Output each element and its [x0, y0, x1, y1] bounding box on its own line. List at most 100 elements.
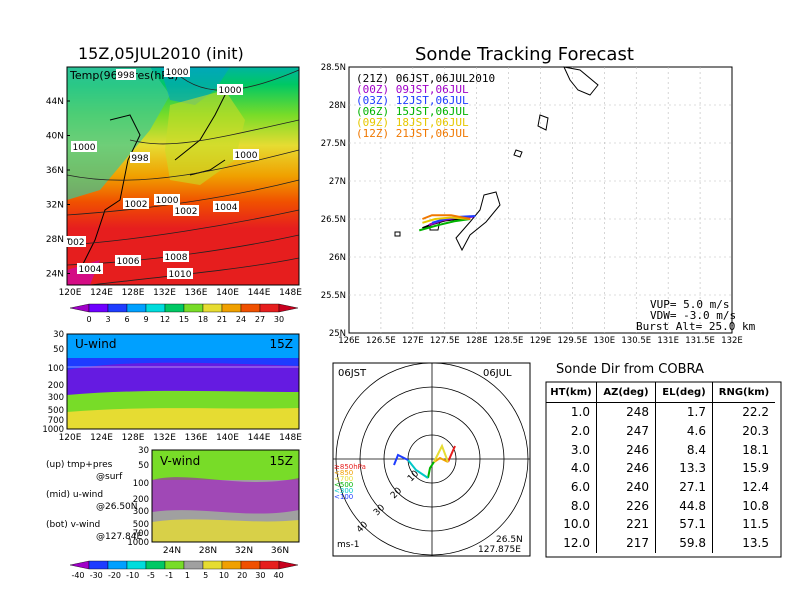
u-wind-pressure-tick: 30	[53, 330, 64, 340]
u-wind-pressure-tick: 200	[48, 381, 64, 391]
direction-table-cell: 246	[596, 459, 656, 478]
u-wind-pressure-tick: 100	[48, 364, 64, 374]
colorbar-label: 30	[274, 315, 284, 324]
wind-colorbar-swatch	[259, 560, 280, 570]
u-wind-lon-tick: 124E	[90, 433, 113, 443]
track-lon-tick: 126E	[338, 336, 360, 346]
wind-colorbar-label: 10	[219, 571, 229, 580]
track-lon-tick: 129.5E	[558, 336, 588, 346]
island-outline	[513, 149, 523, 158]
colorbar-swatch	[202, 303, 223, 313]
direction-table-cell: 221	[596, 515, 656, 534]
direction-table-cell: 44.8	[655, 496, 713, 516]
wind-colorbar-label: -20	[108, 571, 121, 580]
isobar-6	[89, 257, 300, 286]
direction-table-cell: 217	[596, 533, 656, 553]
hodograph-segment	[393, 453, 409, 466]
track-lat-tick: 28.5N	[321, 63, 346, 73]
direction-table-cell: 18.1	[712, 440, 775, 460]
direction-table-row: 2.0 247 4.6 20.3	[546, 421, 775, 441]
v-wind-pressure-tick: 50	[138, 461, 149, 471]
wind-colorbar-swatch	[145, 560, 166, 570]
direction-table-header: EL(deg)	[655, 382, 713, 403]
panel-note: (up) tmp+pres	[46, 460, 113, 470]
v-wind-lat-tick: 28N	[199, 546, 217, 556]
isobar-label-bg	[217, 84, 243, 95]
track-legend-entry: (09Z) 18JST,06JUL	[356, 116, 469, 129]
colorbar-swatch	[240, 303, 261, 313]
isobar-label: 1006	[117, 257, 140, 267]
isobar-label: 998	[131, 154, 148, 164]
v-wind-pressure-tick: 1000	[127, 538, 149, 548]
direction-table-cell: 8.4	[655, 440, 713, 460]
track-lon-tick: 126.5E	[366, 336, 396, 346]
wind-colorbar-swatch	[202, 560, 223, 570]
direction-table-cell: 12.0	[563, 536, 590, 551]
v-wind-lat-tick: 36N	[271, 546, 289, 556]
direction-table-row: 6.0 240 27.1 12.4	[546, 477, 775, 497]
direction-table-cell: 226	[596, 496, 656, 516]
track-lon-tick: 130E	[594, 336, 616, 346]
continent-region	[67, 67, 170, 200]
lon-tick-label: 144E	[248, 288, 271, 298]
direction-table-row: 4.0 246 13.3 15.9	[546, 459, 775, 478]
direction-table-cell: 11.5	[712, 515, 775, 534]
direction-table-cell: 3.0	[570, 442, 590, 457]
v-wind-upper	[152, 450, 299, 480]
track-lon-tick: 128.5E	[494, 336, 524, 346]
colorbar-label: 27	[255, 315, 265, 324]
isobar-label-bg	[167, 268, 193, 279]
island-outline	[537, 114, 549, 131]
polar-lon-label: 127.875E	[478, 545, 521, 555]
u-wind-upper	[67, 334, 299, 358]
direction-table-cell: 248	[596, 402, 656, 422]
track-line	[422, 216, 471, 224]
wind-colorbar-swatch	[183, 560, 204, 570]
isobar-label-bg	[163, 251, 189, 262]
isobar-label: 1000	[219, 86, 242, 96]
direction-table-cell: 246	[596, 440, 656, 460]
direction-table-row: 12.0 217 59.8 13.5	[546, 533, 775, 553]
direction-table-row: 1.0 248 1.7 22.2	[546, 402, 775, 422]
u-wind-lon-tick: 148E	[279, 433, 302, 443]
wind-colorbar-swatch	[69, 560, 90, 570]
direction-table-cell: 10.0	[563, 517, 590, 532]
u-wind-lon-tick: 140E	[216, 433, 239, 443]
u-wind-pressure-tick: 50	[53, 345, 64, 355]
v-wind-lat-tick: 32N	[235, 546, 253, 556]
direction-table-header: AZ(deg)	[596, 382, 656, 403]
wind-colorbar-swatch	[221, 560, 242, 570]
track-legend-entry: (03Z) 12JST,06JUL	[356, 94, 469, 107]
direction-table-cell: 20.3	[712, 421, 775, 441]
direction-table-row: 8.0 226 44.8 10.8	[546, 496, 775, 516]
hodograph-segment	[433, 443, 449, 463]
v-wind-pressure-tick: 300	[133, 507, 149, 517]
track-line	[422, 214, 471, 220]
lon-tick-label: 128E	[122, 288, 145, 298]
direction-table-cell: 1.0	[570, 405, 590, 420]
track-lat-tick: 25N	[329, 329, 346, 339]
isobar-label-bg	[154, 194, 180, 205]
u-wind-lon-tick: 144E	[248, 433, 271, 443]
colorbar-swatch	[126, 303, 147, 313]
vup-label: VUP= 5.0 m/s	[650, 298, 730, 311]
colorbar-label: 15	[179, 315, 189, 324]
hodograph-segment	[433, 456, 449, 463]
wind-colorbar-label: -30	[90, 571, 103, 580]
direction-table-cell: 1.7	[655, 402, 713, 422]
track-lon-tick: 132E	[721, 336, 743, 346]
isobar-label-bg	[71, 141, 97, 152]
track-lon-tick: 131E	[657, 336, 679, 346]
track-line	[418, 218, 471, 232]
track-lon-tick: 131.5E	[685, 336, 715, 346]
island-outline	[394, 231, 401, 237]
direction-table-cell: 8.0	[570, 498, 590, 513]
u-wind-surface	[67, 408, 299, 429]
isobar-4	[66, 209, 300, 246]
colorbar-swatch	[107, 303, 128, 313]
colorbar-swatch	[145, 303, 166, 313]
track-lon-tick: 129E	[530, 336, 552, 346]
v-wind-core	[152, 477, 299, 514]
polar-lat-label: 26.5N	[496, 535, 523, 545]
direction-table-header: RNG(km)	[712, 382, 775, 403]
